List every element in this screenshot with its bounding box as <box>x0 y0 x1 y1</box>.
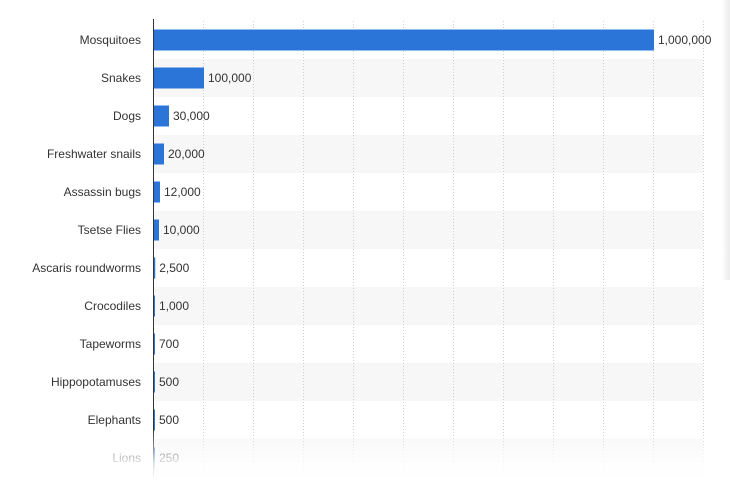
category-label: Elephants <box>88 413 141 427</box>
value-label: 100,000 <box>208 71 252 85</box>
value-label: 20,000 <box>168 147 205 161</box>
row-band <box>153 439 703 477</box>
gridlines <box>203 21 704 477</box>
category-label: Freshwater snails <box>47 147 141 161</box>
bar[interactable] <box>154 409 155 431</box>
row-band <box>153 211 703 249</box>
value-label: 1,000,000 <box>658 33 712 47</box>
category-label: Crocodiles <box>84 299 141 313</box>
value-label: 10,000 <box>163 223 200 237</box>
category-label: Lions <box>112 451 141 465</box>
bar[interactable] <box>154 295 155 317</box>
bar[interactable] <box>154 143 164 165</box>
bar[interactable] <box>154 447 155 469</box>
row-band <box>153 135 703 173</box>
row-bands <box>153 59 703 477</box>
category-label: Tsetse Flies <box>78 223 141 237</box>
bar[interactable] <box>154 257 156 279</box>
category-label: Mosquitoes <box>80 33 141 47</box>
bar[interactable] <box>154 181 160 203</box>
bar[interactable] <box>154 29 654 51</box>
row-band <box>153 287 703 325</box>
category-labels: Mosquitoes Snakes Dogs Freshwater snails Ass… <box>32 33 141 465</box>
value-label: 500 <box>159 375 179 389</box>
value-label: 500 <box>159 413 179 427</box>
value-label: 30,000 <box>173 109 210 123</box>
value-label: 250 <box>159 451 179 465</box>
category-label: Snakes <box>101 71 141 85</box>
category-label: Hippopotamuses <box>51 375 141 389</box>
bar[interactable] <box>154 333 155 355</box>
value-label: 1,000 <box>159 299 189 313</box>
row-band <box>153 363 703 401</box>
scroll-edge-shadow <box>722 0 730 280</box>
bar[interactable] <box>154 371 155 393</box>
value-label: 12,000 <box>164 185 201 199</box>
bar[interactable] <box>154 105 169 127</box>
value-label: 700 <box>159 337 179 351</box>
category-label: Ascaris roundworms <box>32 261 141 275</box>
row-band <box>153 59 703 97</box>
category-label: Assassin bugs <box>64 185 141 199</box>
bars <box>154 29 654 469</box>
category-label: Dogs <box>113 109 141 123</box>
category-label: Tapeworms <box>80 337 141 351</box>
bar[interactable] <box>154 67 204 89</box>
bar[interactable] <box>154 219 159 241</box>
value-label: 2,500 <box>159 261 189 275</box>
